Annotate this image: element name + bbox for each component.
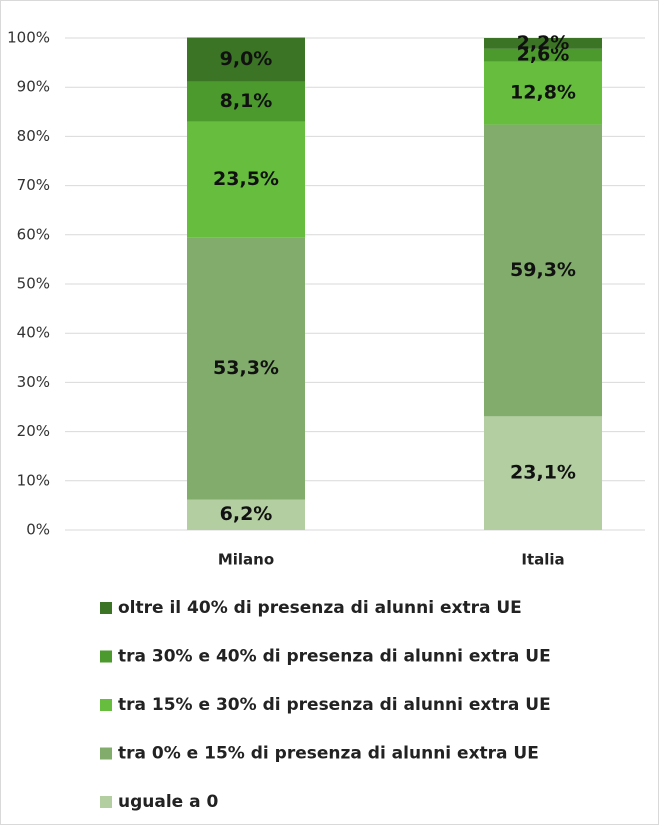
bar-segment (484, 124, 602, 417)
legend-label: oltre il 40% di presenza di alunni extra… (118, 598, 522, 618)
bar-segment (484, 38, 602, 49)
value-label: 8,1% (220, 90, 273, 112)
y-tick-label: 20% (17, 422, 50, 440)
y-tick-label: 100% (7, 29, 50, 47)
legend-label: tra 30% e 40% di presenza di alunni extr… (118, 647, 551, 667)
y-tick-label: 80% (17, 127, 50, 145)
y-tick-label: 60% (17, 225, 50, 243)
y-tick-label: 30% (17, 373, 50, 391)
y-tick-label: 50% (17, 275, 50, 293)
legend-swatch (100, 747, 112, 760)
value-label: 23,1% (510, 462, 576, 484)
y-tick-label: 0% (26, 521, 50, 539)
x-tick-label: Milano (218, 551, 274, 569)
legend-swatch (100, 796, 112, 808)
bar-segment (484, 416, 602, 530)
value-label: 23,5% (213, 168, 279, 190)
bar-segment (187, 81, 305, 122)
bar-segment (187, 37, 305, 82)
legend-label: tra 15% e 30% di presenza di alunni extr… (118, 695, 551, 715)
y-tick-label: 40% (17, 324, 50, 342)
bar-segment (484, 61, 602, 125)
value-label: 9,0% (220, 48, 273, 70)
legend-swatch (100, 650, 112, 663)
legend-label: uguale a 0 (118, 792, 219, 812)
value-label: 59,3% (510, 259, 576, 281)
bar-segment (187, 237, 305, 500)
value-label: 2,6% (517, 44, 570, 66)
bar-segment (187, 499, 305, 530)
bar-segment (484, 48, 602, 62)
legend-label: tra 0% e 15% di presenza di alunni extra… (118, 744, 539, 764)
y-tick-label: 70% (17, 176, 50, 194)
legend-swatch (100, 602, 112, 614)
legend-swatch (100, 699, 112, 711)
y-tick-label: 10% (17, 471, 50, 489)
bar-segment (187, 121, 305, 238)
value-label: 2,2% (517, 32, 570, 54)
y-tick-label: 90% (17, 78, 50, 96)
value-label: 53,3% (213, 357, 279, 379)
x-tick-label: Italia (521, 551, 564, 569)
value-label: 12,8% (510, 82, 576, 104)
value-label: 6,2% (220, 503, 273, 525)
